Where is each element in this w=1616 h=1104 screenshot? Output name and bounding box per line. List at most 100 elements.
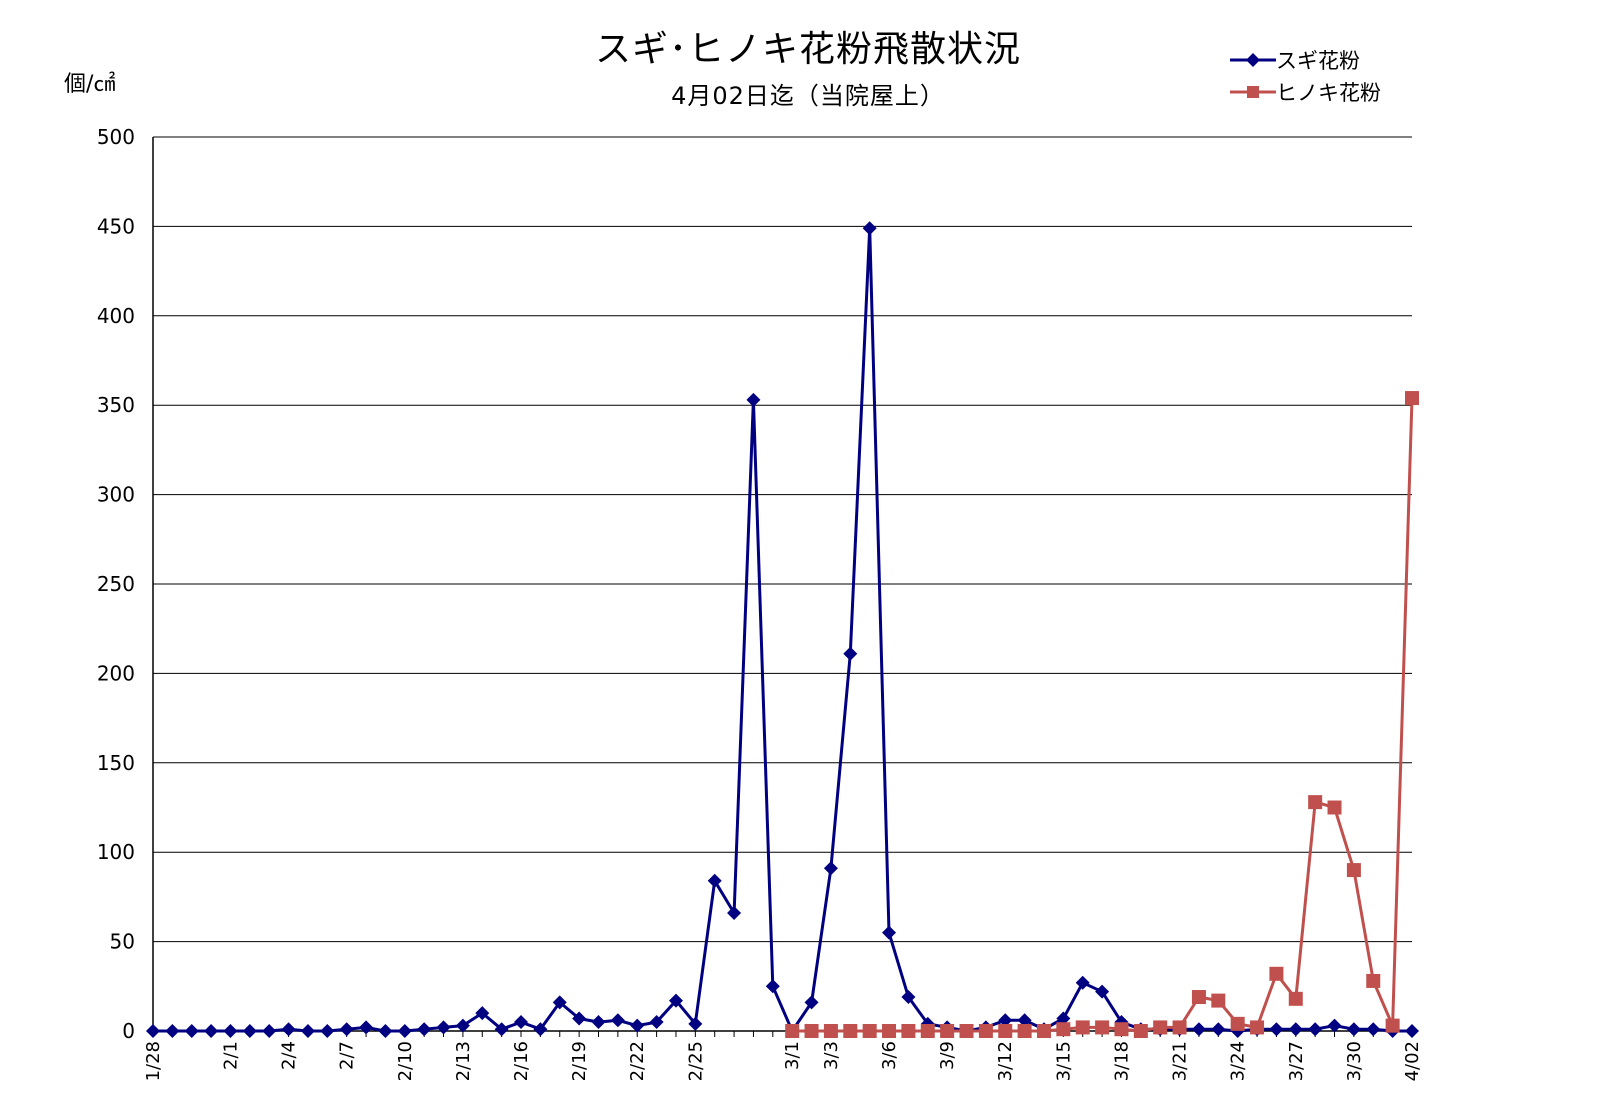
data-point-sugi — [1075, 975, 1090, 990]
chart-subtitle: 4月02日迄（当院屋上） — [671, 82, 945, 110]
data-point-hinoki — [1405, 391, 1419, 406]
y-tick-label: 350 — [97, 393, 135, 417]
x-tick-label: 2/4 — [279, 1041, 300, 1070]
y-tick-label: 100 — [97, 840, 135, 864]
series-line-hinoki — [792, 397, 1414, 1033]
data-point-sugi — [1327, 1018, 1342, 1033]
data-point-sugi — [1114, 1015, 1129, 1030]
data-point-hinoki — [920, 1024, 935, 1038]
data-point-hinoki — [882, 1024, 897, 1038]
data-point-hinoki — [1075, 1020, 1090, 1035]
data-point-hinoki — [823, 1024, 838, 1038]
data-point-hinoki — [1269, 966, 1284, 981]
data-point-sugi — [242, 1024, 257, 1038]
data-point-sugi — [320, 1024, 335, 1038]
data-point-sugi — [1056, 1011, 1071, 1026]
data-point-sugi — [281, 1022, 296, 1037]
legend-swatch-hinoki — [1230, 86, 1276, 98]
data-point-sugi — [1017, 1013, 1032, 1028]
data-point-sugi — [843, 646, 858, 661]
data-point-hinoki — [940, 1024, 955, 1038]
data-point-sugi — [1308, 1022, 1323, 1037]
data-point-sugi — [1191, 1022, 1206, 1037]
data-point-sugi — [882, 925, 897, 940]
y-tick-label: 400 — [97, 304, 135, 328]
data-point-sugi — [707, 873, 722, 888]
data-point-hinoki — [1153, 1020, 1168, 1035]
data-point-sugi — [262, 1024, 277, 1038]
legend: スギ花粉 ヒノキ花粉 — [1230, 44, 1381, 108]
data-point-sugi — [630, 1018, 645, 1033]
x-tick-label: 3/12 — [995, 1041, 1016, 1081]
data-point-sugi — [165, 1024, 180, 1038]
y-axis-unit: 個/㎠ — [64, 72, 116, 97]
data-point-hinoki — [1133, 1024, 1148, 1038]
data-point-hinoki — [1327, 800, 1342, 815]
series-line-sugi — [153, 226, 1412, 1033]
x-tick-label: 2/25 — [685, 1041, 706, 1081]
data-point-sugi — [417, 1022, 432, 1037]
x-tick-label: 2/10 — [395, 1041, 416, 1081]
data-point-hinoki — [998, 1024, 1013, 1038]
x-tick-label: 3/18 — [1111, 1041, 1132, 1081]
data-point-hinoki — [1191, 990, 1206, 1005]
legend-item-hinoki: ヒノキ花粉 — [1230, 76, 1381, 108]
data-point-sugi — [1288, 1022, 1303, 1037]
x-tick-label: 1/28 — [143, 1041, 164, 1081]
data-point-hinoki — [959, 1024, 974, 1038]
data-point-sugi — [572, 1011, 587, 1026]
x-tick-label: 2/16 — [511, 1041, 532, 1081]
y-tick-label: 50 — [110, 930, 135, 954]
y-tick-label: 250 — [97, 572, 135, 596]
data-point-hinoki — [804, 1024, 819, 1038]
y-tick-label: 0 — [122, 1019, 135, 1043]
data-point-sugi — [1269, 1022, 1284, 1037]
x-tick-label: 3/1 — [782, 1041, 803, 1070]
data-point-sugi — [494, 1022, 509, 1037]
x-tick-label: 3/3 — [821, 1041, 842, 1070]
legend-swatch-sugi — [1230, 53, 1276, 67]
x-tick-label: 2/22 — [627, 1041, 648, 1081]
x-tick-label: 2/7 — [337, 1041, 358, 1070]
data-point-sugi — [300, 1024, 315, 1038]
data-point-hinoki — [843, 1024, 858, 1038]
y-tick-label: 150 — [97, 751, 135, 775]
data-point-hinoki — [901, 1024, 916, 1038]
data-point-hinoki — [1308, 795, 1323, 810]
data-point-sugi — [1346, 1022, 1361, 1037]
data-point-hinoki — [1095, 1020, 1110, 1035]
data-point-sugi — [765, 979, 780, 994]
data-point-hinoki — [1056, 1022, 1071, 1037]
x-tick-label: 3/27 — [1286, 1041, 1307, 1081]
data-point-hinoki — [1114, 1022, 1129, 1037]
data-point-sugi — [378, 1024, 393, 1038]
y-tick-label: 500 — [97, 125, 135, 149]
data-point-sugi — [901, 990, 916, 1005]
data-point-hinoki — [1036, 1024, 1051, 1038]
data-point-sugi — [862, 221, 877, 236]
data-point-hinoki — [1017, 1024, 1032, 1038]
data-point-sugi — [688, 1016, 703, 1031]
data-point-hinoki — [862, 1024, 877, 1038]
x-tick-label: 3/30 — [1344, 1041, 1365, 1081]
data-point-sugi — [339, 1022, 354, 1037]
y-tick-label: 200 — [97, 661, 135, 685]
data-point-sugi — [1095, 984, 1110, 999]
x-tick-label: 2/19 — [569, 1041, 590, 1081]
data-point-hinoki — [1230, 1016, 1245, 1031]
data-point-sugi — [146, 1024, 160, 1038]
data-point-hinoki — [1288, 991, 1303, 1006]
data-point-sugi — [823, 861, 838, 876]
chart-title: スギ･ヒノキ花粉飛散状況 — [594, 29, 1021, 70]
data-point-sugi — [746, 392, 761, 407]
data-point-sugi — [514, 1015, 529, 1030]
x-tick-label: 2/13 — [453, 1041, 474, 1081]
data-point-sugi — [397, 1024, 412, 1038]
x-tick-label: 4/02 — [1402, 1041, 1423, 1081]
data-point-sugi — [804, 995, 819, 1010]
data-point-sugi — [204, 1024, 219, 1038]
data-point-sugi — [359, 1020, 374, 1035]
data-point-hinoki — [785, 1024, 800, 1038]
data-point-sugi — [1405, 1024, 1419, 1038]
